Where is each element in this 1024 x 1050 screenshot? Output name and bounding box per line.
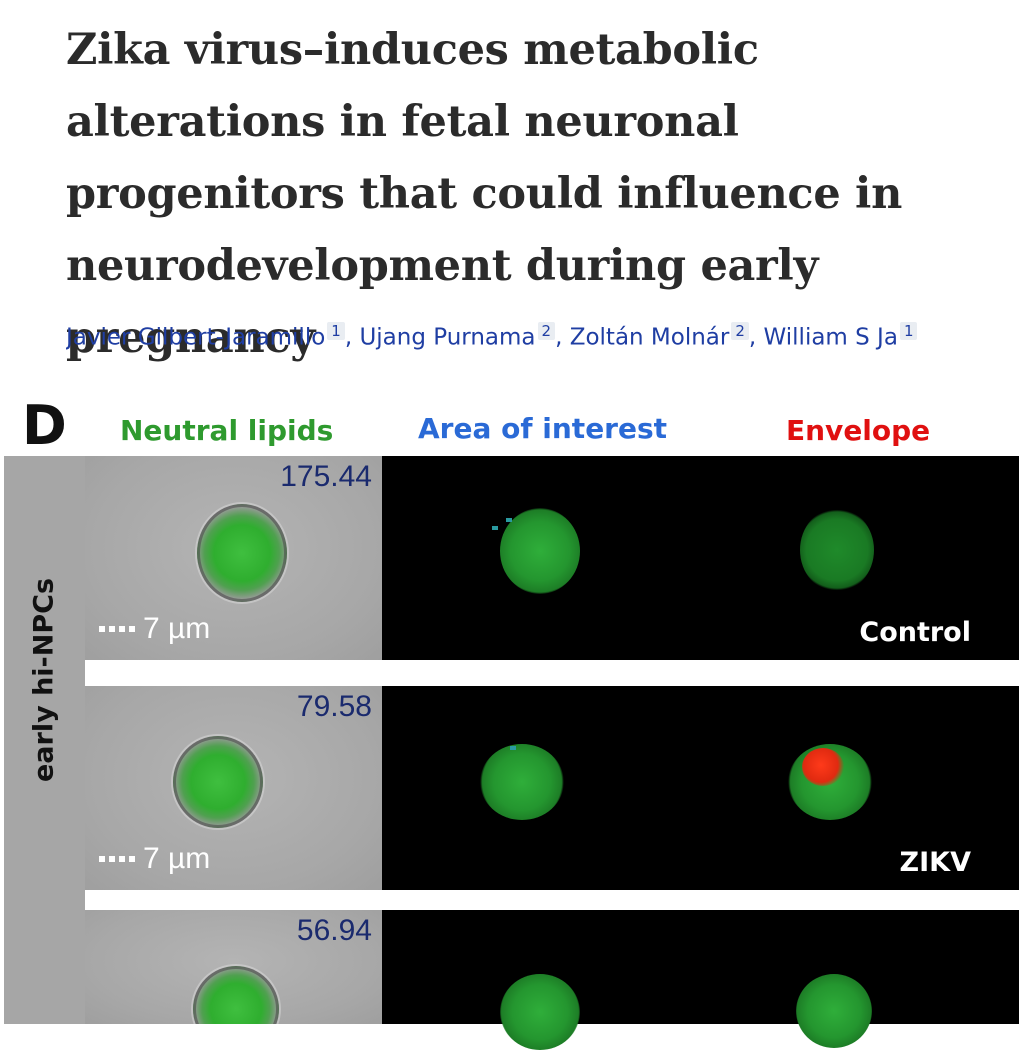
image-row: 175.44 7 µm Control	[85, 456, 1019, 660]
affiliation-badge[interactable]: 2	[731, 322, 749, 340]
side-label-bar	[4, 456, 85, 1024]
fluorescence-image: ZIKV	[382, 686, 1019, 890]
lipid-value: 79.58	[296, 690, 372, 723]
author-list: Javier Gilbert-Jaramillo 1, Ujang Purnama…	[66, 322, 1006, 351]
affiliation-badge[interactable]: 1	[327, 322, 345, 340]
speck-mark	[492, 526, 498, 530]
panel-letter: D	[22, 394, 67, 457]
cell-image	[500, 974, 580, 1050]
scale-bar: 7 µm	[99, 612, 210, 646]
envelope-signal	[802, 748, 844, 786]
cell-image	[500, 508, 580, 594]
affiliation-badge[interactable]: 2	[537, 322, 556, 340]
brightfield-image: 56.94	[85, 910, 382, 1024]
cell-image	[173, 736, 263, 828]
scale-bar: 7 µm	[99, 842, 210, 876]
cell-image	[480, 744, 564, 820]
cell-image	[193, 966, 279, 1024]
author-link[interactable]: Zoltán Molnár	[569, 324, 730, 351]
condition-label: Control	[859, 617, 971, 648]
cell-image	[800, 508, 874, 592]
image-row: 79.58 7 µm ZIKV	[85, 686, 1019, 890]
affiliation-badge[interactable]: 1	[899, 322, 918, 340]
side-label: early hi-NPCs	[28, 577, 60, 783]
fluorescence-image	[382, 910, 1019, 1050]
condition-label: ZIKV	[899, 847, 971, 878]
speck-mark	[506, 518, 512, 522]
scale-bar-icon	[99, 856, 137, 862]
lipid-value: 175.44	[280, 460, 372, 493]
fluorescence-image: Control	[382, 456, 1019, 660]
scale-bar-icon	[99, 626, 137, 632]
image-row: 56.94	[85, 910, 1019, 1050]
speck-mark	[510, 746, 516, 750]
column-header-envelope: Envelope	[786, 414, 931, 447]
cell-image	[197, 504, 287, 602]
brightfield-image: 79.58 7 µm	[85, 686, 382, 890]
author-link[interactable]: Ujang Purnama	[359, 324, 536, 351]
author-link[interactable]: Javier Gilbert-Jaramillo	[66, 324, 326, 351]
brightfield-image: 175.44 7 µm	[85, 456, 382, 660]
column-header-neutral-lipids: Neutral lipids	[120, 414, 334, 447]
scale-bar-label: 7 µm	[143, 612, 211, 645]
author-link[interactable]: William S Ja	[763, 324, 898, 351]
article-title: Zika virus–induces metabolic alterations…	[66, 25, 903, 363]
lipid-value: 56.94	[296, 914, 372, 947]
cell-image	[796, 974, 872, 1048]
scale-bar-label: 7 µm	[143, 842, 211, 875]
column-header-area-of-interest: Area of interest	[418, 412, 668, 445]
